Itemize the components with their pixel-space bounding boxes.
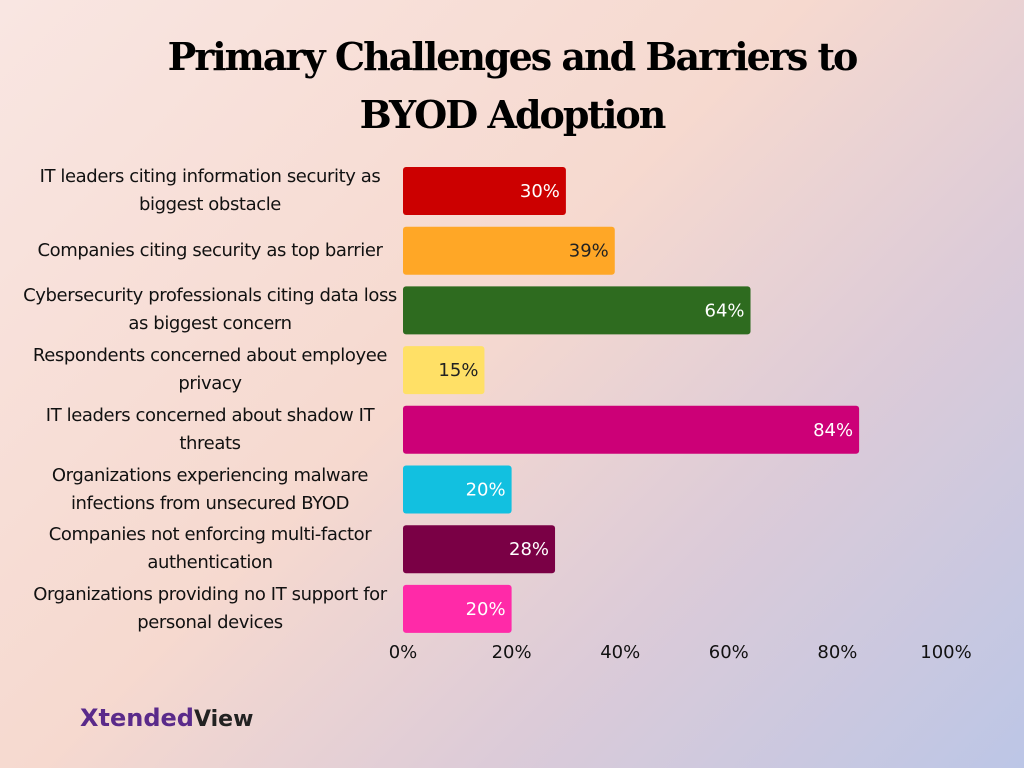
logo-text: View: [193, 707, 254, 732]
x-tick-label: 20%: [492, 642, 532, 663]
category-label: IT leaders concerned about shadow IT thr…: [45, 404, 375, 454]
bar: [403, 346, 485, 395]
bar: [403, 405, 860, 454]
bar: [403, 167, 566, 215]
category-label: Respondents concerned about employee pri…: [32, 345, 388, 395]
x-tick-label: 0%: [389, 642, 418, 663]
logo: XtendedView: [80, 704, 253, 732]
bar: [403, 525, 556, 574]
chart-title: Primary Challenges and Barriers to BYOD …: [167, 34, 859, 137]
category-label: Organizations providing no IT support fo…: [33, 583, 387, 633]
value-label: 64%: [705, 300, 745, 321]
value-label: 39%: [569, 241, 609, 262]
category-label: Companies not enforcing multi-factor aut…: [48, 524, 372, 574]
value-label: 84%: [813, 420, 853, 441]
value-label: 15%: [438, 360, 478, 381]
x-tick-label: 60%: [709, 642, 749, 663]
category-label: IT leaders citing information security a…: [39, 166, 381, 215]
category-label: Companies citing security as top barrier: [37, 239, 383, 261]
bar: [403, 226, 615, 275]
x-tick-label: 40%: [600, 642, 640, 663]
x-tick-label: 100%: [920, 642, 971, 663]
value-label: 20%: [466, 480, 506, 501]
x-tick-label: 80%: [817, 642, 857, 663]
logo-text: Xtended: [80, 704, 194, 732]
category-label: Cybersecurity professionals citing data …: [23, 285, 397, 335]
bar: [403, 584, 512, 633]
bar: [403, 465, 512, 514]
value-label: 20%: [466, 599, 506, 620]
value-label: 28%: [509, 539, 549, 560]
bar: [403, 286, 751, 335]
value-label: 30%: [520, 181, 560, 202]
category-label: Organizations experiencing malware infec…: [51, 464, 369, 514]
